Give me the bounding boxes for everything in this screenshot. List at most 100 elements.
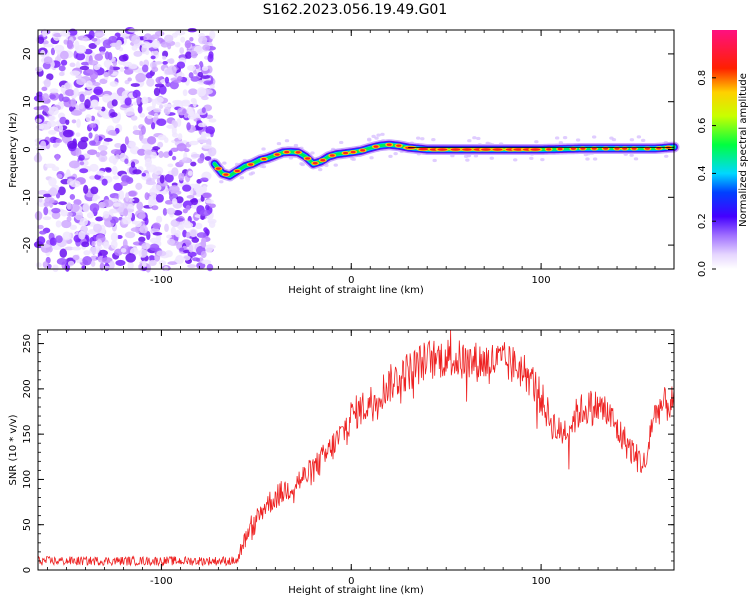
noise-blob [177, 76, 183, 81]
noise-blob [135, 182, 143, 190]
noise-blob [85, 80, 93, 90]
noise-blob [175, 196, 184, 204]
noise-blob [82, 203, 90, 213]
noise-blob [152, 222, 161, 230]
ridge-halo-dot [284, 139, 290, 143]
noise-blob [186, 194, 195, 199]
noise-blob [128, 141, 137, 148]
noise-blob [152, 146, 161, 151]
noise-blob [167, 43, 172, 50]
ridge-halo-dot [473, 154, 479, 158]
noise-blob [153, 112, 159, 118]
noise-blob [141, 96, 149, 105]
noise-blob [143, 149, 153, 156]
noise-blob [49, 237, 57, 246]
noise-blob [158, 150, 164, 158]
spectrogram-x-tick-label: 0 [348, 275, 354, 286]
ridge-halo-dot [465, 158, 470, 162]
noise-blob [75, 52, 86, 61]
ridge-halo-dot [629, 153, 634, 157]
noise-blob [185, 51, 192, 59]
noise-blob [188, 244, 194, 253]
noise-blob [162, 60, 168, 65]
noise-blob [43, 43, 54, 48]
noise-blob [164, 76, 170, 84]
noise-blob [175, 217, 184, 222]
noise-blob [116, 112, 122, 122]
noise-blob [82, 255, 93, 266]
noise-blob [207, 53, 214, 63]
ridge-halo-dot [248, 172, 254, 176]
noise-blob [82, 37, 90, 42]
noise-blob [209, 203, 216, 209]
noise-blob [149, 243, 160, 252]
noise-blob [102, 199, 114, 208]
noise-blob [122, 216, 132, 225]
noise-blob [150, 55, 156, 60]
noise-blob [86, 212, 94, 219]
noise-blob [103, 71, 110, 78]
noise-blob [78, 230, 86, 240]
noise-blob [36, 152, 41, 162]
noise-blob [43, 206, 49, 216]
noise-blob [139, 60, 144, 67]
noise-blob [168, 58, 175, 65]
ridge-peak [305, 157, 311, 160]
noise-blob [131, 220, 139, 225]
noise-blob [94, 53, 104, 61]
spectrogram-y-tick-label: 10 [22, 95, 33, 108]
noise-blob [91, 37, 98, 42]
ridge-halo-dot [489, 156, 494, 160]
noise-blob [70, 203, 80, 213]
noise-blob [69, 70, 81, 76]
noise-blob [132, 125, 138, 131]
noise-blob [159, 174, 165, 184]
noise-blob [109, 65, 114, 75]
noise-blob [180, 36, 186, 43]
noise-blob [125, 192, 130, 202]
noise-blob [196, 232, 207, 238]
noise-blob [60, 50, 69, 60]
ridge-halo-dot [476, 136, 481, 141]
noise-blob [203, 227, 209, 233]
spectrogram-x-tick-label: 100 [532, 275, 551, 286]
spectrogram-ridge [209, 132, 680, 184]
noise-blob [153, 166, 164, 175]
noise-blob [109, 111, 118, 118]
ridge-halo-dot [585, 157, 590, 161]
noise-blob [136, 201, 144, 211]
snr-x-tick-label: 100 [532, 576, 551, 587]
noise-blob [137, 148, 146, 156]
noise-blob [66, 39, 74, 49]
noise-blob [146, 114, 153, 119]
noise-blob [118, 190, 125, 200]
noise-blob [77, 140, 88, 150]
noise-blob [118, 54, 128, 62]
noise-blob [130, 161, 136, 168]
ridge-peak [530, 148, 541, 151]
ridge-halo-dot [540, 158, 545, 162]
noise-blob [156, 118, 167, 127]
noise-blob [190, 98, 197, 104]
noise-blob [158, 85, 167, 95]
noise-blob [124, 158, 129, 165]
ridge-halo-dot [333, 163, 338, 167]
snr-y-tick-label: 50 [22, 518, 33, 531]
noise-blob [76, 118, 81, 128]
noise-blob [128, 63, 138, 69]
noise-blob [93, 223, 102, 233]
noise-blob [34, 210, 43, 221]
ridge-halo-dot [591, 135, 597, 139]
noise-blob [97, 144, 108, 152]
noise-blob [123, 208, 129, 217]
noise-blob [98, 46, 106, 53]
noise-blob [197, 157, 204, 164]
noise-blob [125, 177, 134, 184]
ridge-halo-dot [534, 140, 539, 144]
noise-blob [69, 180, 81, 188]
noise-blob [205, 114, 214, 120]
noise-blob [85, 114, 92, 122]
noise-blob [200, 131, 206, 139]
